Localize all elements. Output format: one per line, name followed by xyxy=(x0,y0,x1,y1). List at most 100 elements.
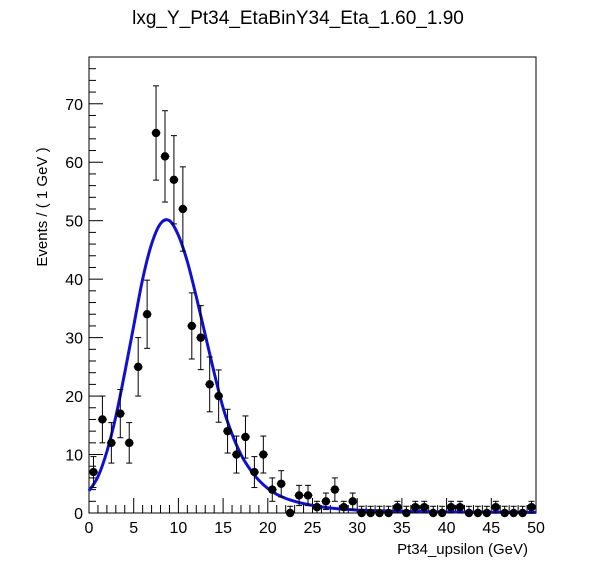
data-point xyxy=(437,505,447,518)
x-tick-label: 50 xyxy=(527,520,545,537)
data-point xyxy=(473,505,483,518)
data-marker xyxy=(420,502,429,512)
chart-title: lxg_Y_Pt34_EtaBinY34_Eta_1.60_1.90 xyxy=(132,8,464,29)
data-marker xyxy=(518,508,527,518)
data-marker xyxy=(107,438,116,448)
y-axis-label: Events / ( 1 GeV ) xyxy=(34,147,51,266)
y-tick-label: 60 xyxy=(65,155,83,172)
data-marker xyxy=(89,467,98,477)
data-marker xyxy=(455,502,465,512)
data-point xyxy=(133,337,143,397)
data-point xyxy=(321,492,331,511)
data-point xyxy=(106,422,116,464)
x-tick-label: 45 xyxy=(482,520,500,537)
data-marker xyxy=(384,508,393,518)
data-marker xyxy=(357,508,366,518)
data-point xyxy=(455,500,465,514)
data-marker xyxy=(187,321,197,331)
data-point xyxy=(178,166,188,252)
data-marker xyxy=(402,508,411,518)
data-marker xyxy=(250,467,259,477)
data-marker xyxy=(277,479,286,488)
data-marker xyxy=(160,152,170,161)
data-point xyxy=(509,505,519,518)
data-marker xyxy=(473,508,483,518)
data-point xyxy=(267,477,277,502)
data-point xyxy=(196,305,206,371)
data-point xyxy=(482,505,492,518)
data-point xyxy=(518,505,528,518)
data-marker xyxy=(375,508,384,518)
data-marker xyxy=(393,502,402,512)
data-marker xyxy=(482,508,492,518)
data-marker xyxy=(500,508,509,518)
x-axis-label: Pt34_upsilon (GeV) xyxy=(397,541,528,558)
data-point xyxy=(366,505,376,518)
data-marker xyxy=(116,409,125,418)
data-marker xyxy=(178,204,188,214)
data-point xyxy=(375,505,385,518)
data-point xyxy=(419,500,429,514)
data-point xyxy=(276,470,286,498)
y-tick-label: 70 xyxy=(65,97,83,114)
x-tick-label: 35 xyxy=(393,520,411,537)
data-marker xyxy=(196,333,205,342)
data-marker xyxy=(527,502,536,512)
y-tick-label: 10 xyxy=(65,448,83,465)
data-point xyxy=(142,279,152,349)
data-marker xyxy=(339,502,348,512)
data-marker xyxy=(285,508,295,518)
data-point xyxy=(160,110,170,203)
data-marker xyxy=(205,380,214,389)
data-point xyxy=(223,408,233,454)
data-marker xyxy=(437,508,447,518)
data-point xyxy=(205,356,215,413)
data-marker xyxy=(428,508,438,518)
data-marker xyxy=(169,175,179,184)
data-point xyxy=(285,505,295,518)
data-marker xyxy=(446,502,456,512)
data-marker xyxy=(142,310,152,319)
data-point xyxy=(312,500,322,514)
data-point xyxy=(151,85,161,181)
data-point xyxy=(214,369,224,423)
data-point xyxy=(348,492,358,511)
data-marker xyxy=(491,502,500,512)
data-marker xyxy=(214,391,223,401)
data-marker xyxy=(151,128,161,138)
data-marker xyxy=(366,508,375,518)
x-tick-label: 30 xyxy=(348,520,366,537)
data-point xyxy=(392,500,402,514)
data-point xyxy=(491,500,501,514)
x-tick-label: 20 xyxy=(259,520,277,537)
data-marker xyxy=(321,497,331,506)
x-tick-label: 0 xyxy=(85,520,94,537)
data-point xyxy=(384,505,393,518)
data-point xyxy=(401,505,411,518)
data-point xyxy=(464,505,474,518)
y-tick-label: 40 xyxy=(65,272,83,289)
data-marker xyxy=(232,450,241,459)
data-marker xyxy=(411,502,420,512)
data-point xyxy=(294,484,304,507)
data-point xyxy=(97,395,107,444)
data-marker xyxy=(348,497,357,506)
data-point xyxy=(303,484,313,507)
data-point xyxy=(124,422,134,464)
y-tick-label: 50 xyxy=(65,214,83,231)
y-tick-label: 20 xyxy=(65,389,83,406)
x-tick-label: 15 xyxy=(214,520,232,537)
data-marker xyxy=(259,450,268,459)
data-marker xyxy=(223,426,232,436)
data-marker xyxy=(268,485,277,494)
data-point xyxy=(115,389,125,439)
data-point xyxy=(410,500,420,514)
data-point xyxy=(428,505,438,518)
y-tick-label: 0 xyxy=(74,506,83,523)
data-point xyxy=(169,135,179,225)
data-point xyxy=(527,500,536,514)
data-point xyxy=(500,505,510,518)
x-tick-label: 25 xyxy=(304,520,322,537)
data-point xyxy=(249,456,259,489)
